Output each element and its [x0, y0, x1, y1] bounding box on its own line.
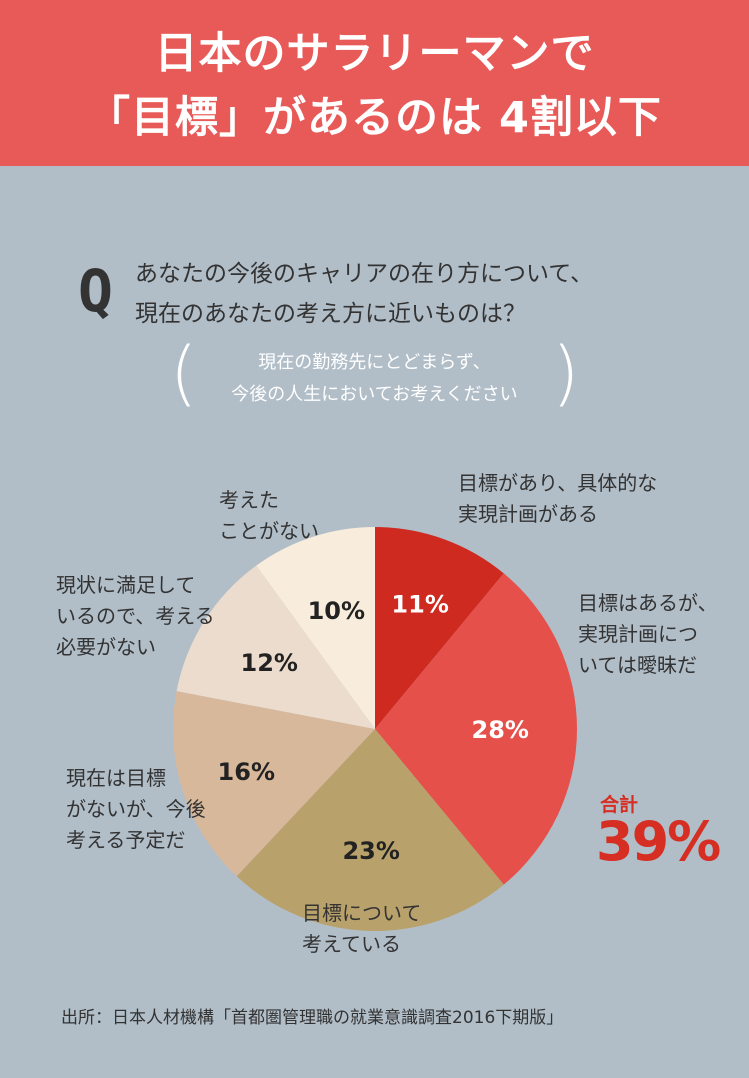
slice-category-label: 目標はあるが、 実現計画につ いては曖昧だ: [578, 588, 718, 681]
pie-slice: [375, 527, 504, 729]
pie-slice: [375, 573, 577, 885]
note-line-2: 今後の人生においてお考えください: [231, 384, 518, 405]
slice-category-label-line: 考える予定だ: [66, 828, 186, 852]
title-line-1: 日本のサラリーマンで: [154, 29, 595, 79]
question-line-2: 現在のあなたの考え方に近いものは？: [135, 301, 526, 327]
slice-percent-label: 12%: [241, 649, 298, 677]
slice-category-label: 現状に満足して いるので、考える 必要がない: [56, 570, 215, 663]
slice-category-label: 目標があり、具体的な 実現計画がある: [458, 468, 657, 530]
slice-category-label: 考えた ことがない: [219, 485, 319, 547]
slice-category-label-line: 目標があり、具体的な: [458, 471, 658, 495]
pie-slice: [236, 729, 504, 932]
slice-percent-label: 16%: [218, 758, 275, 786]
title-banner: 日本のサラリーマンで 「目標」があるのは 4割以下: [0, 0, 749, 166]
slice-category-label-line: 目標について: [302, 901, 422, 925]
slice-category-label-line: 考えた: [219, 488, 279, 512]
note-close-paren: ): [552, 332, 580, 414]
slice-category-label-line: 考えている: [302, 932, 401, 956]
slice-category-label-line: がないが、今後: [66, 797, 206, 821]
slice-percent-label: 10%: [308, 597, 365, 625]
pie-slice: [173, 691, 375, 877]
slice-percent-label: 11%: [391, 591, 448, 619]
question-line-1: あなたの今後のキャリアの在り方について、: [135, 261, 594, 287]
slice-category-label: 現在は目標がないが、今後 考える予定だ: [66, 763, 206, 856]
slice-category-label-line: 現在は目標: [66, 766, 166, 790]
pie-slice: [176, 565, 375, 729]
source-note: 出所：日本人材機構「首都圏管理職の就業意識調査2016下期版」: [61, 1008, 564, 1028]
question-mark: Q: [78, 257, 113, 325]
pie-slice: [256, 527, 375, 729]
slice-category-label-line: いるので、考える: [56, 604, 215, 628]
slice-percent-label: 23%: [342, 837, 399, 865]
note-open-paren: (: [170, 332, 198, 414]
slice-category-label-line: いては曖昧だ: [578, 653, 697, 677]
note-line-1: 現在の勤務先にとどまらず、: [258, 352, 491, 373]
total-label: 合計: [600, 794, 639, 816]
slice-category-label-line: 必要がない: [56, 635, 156, 659]
slice-category-label: 目標について 考えている: [302, 898, 421, 960]
slice-category-label-line: 実現計画につ: [578, 622, 698, 646]
slice-category-label-line: ことがない: [219, 519, 319, 543]
slice-percent-label: 28%: [472, 716, 529, 744]
slice-category-label-line: 目標はあるが、: [578, 591, 718, 615]
slice-category-label-line: 現状に満足して: [56, 573, 196, 597]
slice-category-label-line: 実現計画がある: [458, 502, 598, 526]
title-line-2: 「目標」があるのは 4割以下: [87, 93, 662, 143]
total-value: 39%: [596, 810, 721, 873]
